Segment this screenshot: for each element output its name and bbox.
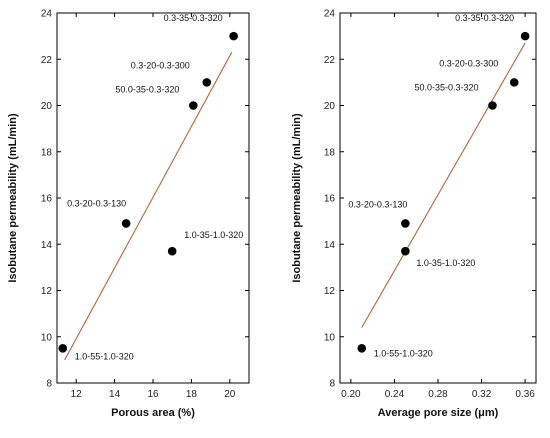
point-label: 50.0-35-0.3-320	[115, 85, 179, 95]
y-tick-label: 16	[324, 194, 336, 205]
plot-frame	[339, 12, 537, 384]
point-label: 0.3-20-0.3-300	[439, 58, 498, 68]
y-tick-label: 12	[324, 286, 336, 297]
point-label: 0.3-35-0.3-320	[455, 13, 514, 23]
point-label: 50.0-35-0.3-320	[414, 83, 478, 93]
y-tick-label: 10	[41, 332, 53, 343]
y-tick-label: 16	[41, 194, 53, 205]
y-tick-label: 14	[41, 240, 53, 251]
data-point	[509, 78, 519, 87]
x-tick-label: 0.32	[472, 389, 492, 400]
point-label: 0.3-20-0.3-130	[67, 198, 126, 208]
y-tick-label: 24	[324, 9, 336, 20]
data-point	[202, 78, 212, 87]
y-tick-label: 18	[324, 147, 336, 158]
y-axis-title: Isobutane permeability (mL/min)	[291, 113, 303, 283]
x-tick-label: 0.28	[428, 389, 448, 400]
x-tick-label: 18	[186, 389, 198, 400]
y-tick-label: 12	[41, 286, 53, 297]
y-tick-label: 10	[324, 332, 336, 343]
data-point	[401, 246, 410, 256]
point-label: 1.0-35-1.0-320	[416, 258, 475, 268]
data-point	[357, 344, 367, 353]
chart-panel-left: 8 10 12 14 16 18 20 22 24 12 14 16 18 20 Porous area (…	[7, 9, 250, 419]
y-tick-label: 22	[324, 55, 336, 66]
x-tick-label: 12	[71, 389, 83, 400]
x-tick-label: 14	[109, 389, 121, 400]
chart-panel-right: 8 10 12 14 16 18 20 22 24 0.20 0.24 0.28 0.32 0.36 Ave…	[291, 9, 537, 419]
point-label: 1.0-55-1.0-320	[75, 351, 134, 361]
data-point	[121, 219, 131, 228]
x-tick-label: 16	[147, 389, 159, 400]
x-tick-label: 0.36	[515, 389, 535, 400]
y-tick-label: 14	[324, 240, 336, 251]
x-axis-title: Average pore size (μm)	[378, 407, 499, 419]
y-tick-label: 8	[329, 379, 335, 390]
point-label: 0.3-20-0.3-300	[131, 60, 190, 70]
trend-line	[64, 52, 233, 361]
y-tick-label: 20	[41, 101, 53, 112]
point-label: 0.3-35-0.3-320	[164, 13, 223, 23]
y-axis-title: Isobutane permeability (mL/min)	[7, 113, 19, 283]
data-point	[167, 246, 177, 256]
y-tick-label: 22	[41, 55, 53, 66]
x-tick-label: 0.20	[341, 389, 361, 400]
x-tick-label: 20	[224, 389, 236, 400]
data-point	[520, 31, 530, 41]
data-point	[189, 101, 198, 110]
y-tick-label: 18	[41, 147, 53, 158]
y-tick-label: 24	[41, 9, 53, 20]
y-tick-label: 8	[46, 379, 52, 390]
x-axis-title: Porous area (%)	[111, 407, 195, 419]
point-label: 1.0-35-1.0-320	[184, 230, 243, 240]
y-tick-label: 20	[324, 101, 336, 112]
point-label: 1.0-55-1.0-320	[374, 348, 433, 358]
trend-line	[361, 42, 526, 328]
data-point	[229, 31, 238, 41]
x-tick-label: 0.24	[385, 389, 405, 400]
point-label: 0.3-20-0.3-130	[348, 199, 407, 209]
data-point	[488, 101, 497, 110]
data-point	[401, 219, 410, 228]
data-point	[58, 344, 68, 353]
